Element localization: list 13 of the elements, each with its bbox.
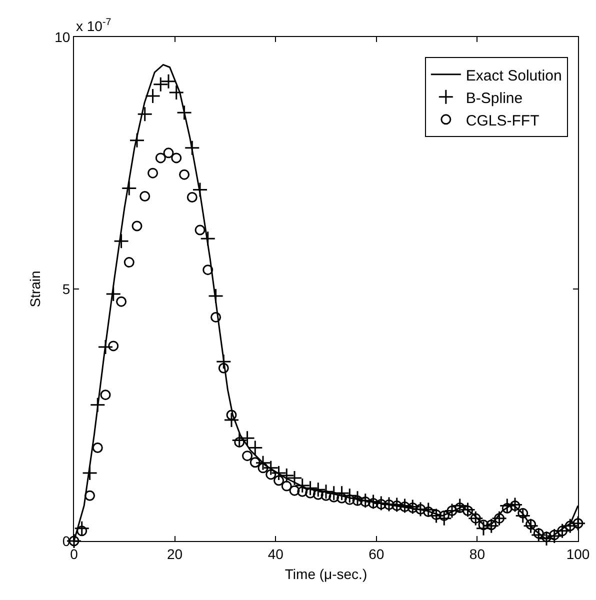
x-axis-title: Time (μ-sec.) bbox=[284, 566, 368, 582]
x-tick-label: 100 bbox=[566, 546, 590, 562]
y-axis-title: Strain bbox=[27, 270, 44, 308]
y-tick-label: 5 bbox=[62, 280, 70, 297]
x-tick-label: 80 bbox=[469, 546, 486, 562]
text: x 10$^{-7}$ bbox=[76, 17, 112, 34]
legend-label: CGLS-FFT bbox=[466, 112, 540, 130]
legend-label: B-Spline bbox=[466, 90, 523, 107]
y-tick-label: 10 bbox=[54, 28, 70, 45]
x-tick-label: 60 bbox=[368, 546, 384, 562]
legend-label: Exact Solution bbox=[466, 67, 562, 84]
x-tick-label: 20 bbox=[167, 546, 183, 562]
x-tick-label: 40 bbox=[268, 546, 284, 562]
